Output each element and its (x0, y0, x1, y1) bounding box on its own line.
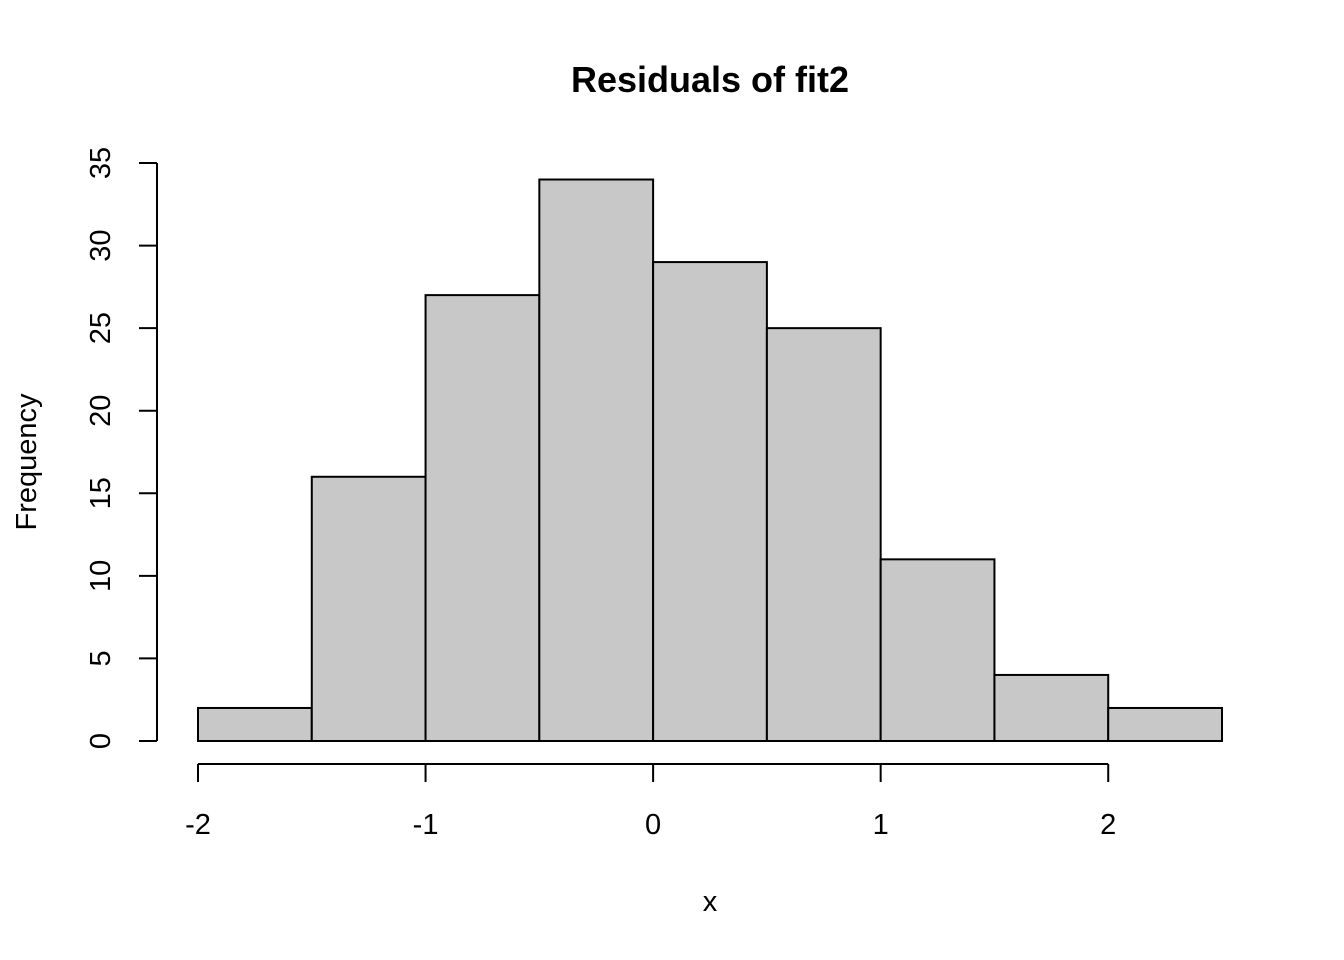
y-tick-label: 0 (85, 733, 117, 749)
y-tick-label: 5 (85, 650, 117, 666)
y-tick-label: 20 (85, 395, 117, 427)
x-axis: -2 -1 0 1 2 (185, 763, 1116, 841)
x-tick-label: 2 (1100, 809, 1116, 841)
x-tick-label: -2 (185, 809, 211, 841)
histogram-bar (424, 294, 541, 742)
x-tick-label: 0 (645, 809, 661, 841)
y-tick-label: 25 (85, 312, 117, 344)
histogram-bar (197, 706, 313, 743)
x-axis-label: x (703, 886, 718, 918)
histogram-bar (310, 475, 427, 742)
histogram-bar (879, 558, 996, 742)
histogram-bar (538, 178, 655, 742)
y-axis: 0 5 10 15 20 25 30 35 (85, 147, 158, 749)
histogram-bar (993, 673, 1110, 743)
y-tick-label: 15 (85, 477, 117, 509)
bars-group (197, 178, 1223, 743)
histogram-bar (765, 327, 882, 742)
y-tick-label: 35 (85, 147, 117, 179)
chart-title: Residuals of fit2 (571, 59, 849, 100)
histogram-bar (1107, 706, 1223, 743)
x-tick-label: -1 (413, 809, 439, 841)
y-axis-label: Frequency (11, 393, 43, 531)
y-tick-label: 10 (85, 560, 117, 592)
histogram-bar (652, 261, 768, 742)
y-tick-label: 30 (85, 229, 117, 261)
x-tick-label: 1 (873, 809, 889, 841)
